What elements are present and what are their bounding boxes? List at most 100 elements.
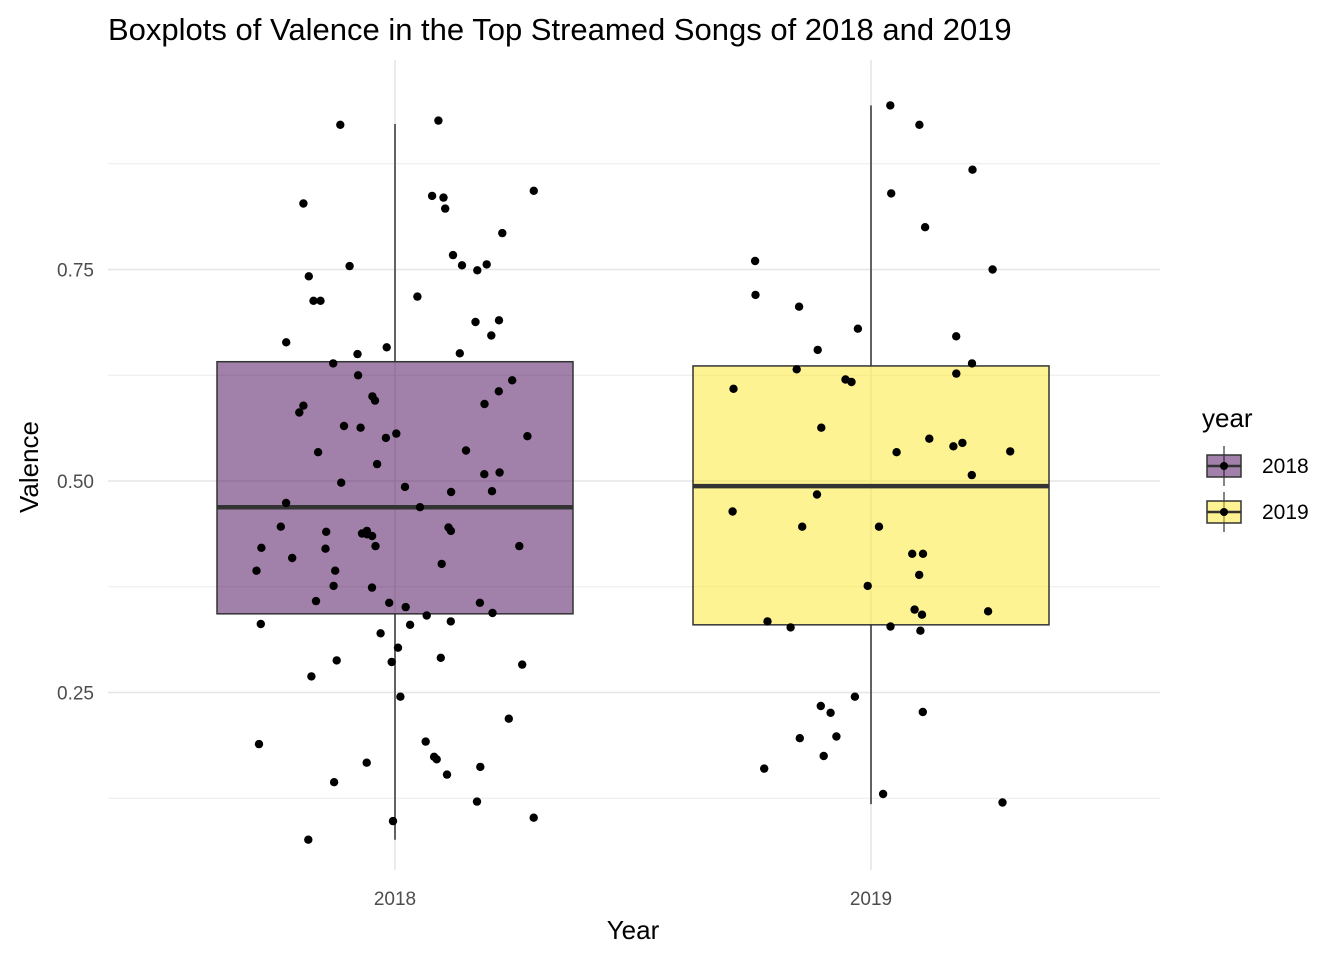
data-point [473,266,482,275]
data-point [750,256,760,266]
data-point [786,623,795,632]
data-point [792,365,801,374]
data-point [252,566,261,575]
data-point [494,387,503,396]
data-point [353,371,363,380]
data-point [472,797,482,806]
data-point [356,423,365,432]
data-point [967,359,977,368]
legend-title: year [1202,403,1253,433]
data-point [494,316,504,325]
data-point [427,191,437,201]
data-point [376,629,385,638]
data-point [304,272,313,281]
data-point [381,433,391,443]
data-point [362,758,371,767]
data-point [487,331,496,340]
data-point [916,626,925,635]
data-point [495,468,504,477]
data-point [304,835,313,844]
data-point [968,165,977,174]
data-point [276,522,285,531]
data-point [886,622,895,631]
data-point [988,265,997,274]
data-point [256,619,265,629]
data-point [850,692,860,701]
data-point [488,608,497,618]
x-tick-label: 2019 [850,889,892,910]
chart-title: Boxplots of Valence in the Top Streamed … [108,12,1012,47]
legend-key-point [1220,508,1228,516]
data-point [886,101,895,110]
data-point [400,482,410,492]
data-point [387,657,396,667]
data-point [393,643,403,652]
legend: year 2018 2019 [1202,403,1309,532]
data-point [299,199,308,208]
data-point [819,751,828,761]
data-point [345,261,354,271]
data-point [760,764,769,773]
data-point [405,620,415,629]
data-point [337,478,346,487]
data-point [441,204,450,213]
points [252,101,1015,844]
data-point [455,349,464,358]
data-point [794,302,804,311]
data-point [729,384,738,393]
data-point [422,611,431,620]
data-point [515,541,524,551]
data-point [998,798,1007,807]
data-point [372,459,382,469]
data-point [529,813,538,822]
data-point [367,583,377,592]
x-tick-labels: 2018 2019 [374,889,892,910]
legend-entry-2019: 2019 [1206,492,1309,532]
y-tick-label: 0.25 [57,684,94,705]
legend-label: 2019 [1262,501,1309,524]
data-point [816,701,825,711]
data-point [892,448,901,457]
data-point [461,446,471,455]
y-tick-labels: 0.25 0.50 0.75 [57,261,94,705]
data-point [918,707,927,717]
data-point [392,429,401,438]
data-point [313,448,323,457]
data-point [311,596,321,606]
data-point [812,490,822,499]
data-point [295,408,304,417]
data-point [396,692,405,701]
data-point [282,338,291,347]
data-point [925,434,934,443]
data-point [863,581,872,591]
data-point [413,292,422,301]
data-point [847,377,856,387]
data-point [508,376,517,385]
data-point [518,660,527,669]
data-point [434,116,443,125]
boxes [216,105,1050,840]
data-point [826,708,835,717]
data-point [299,401,308,410]
data-point [874,522,884,531]
data-point [728,507,737,516]
data-point [983,607,993,616]
data-point [254,739,264,749]
data-point [813,345,822,355]
data-point [388,816,398,826]
box-2019 [692,365,1050,626]
data-point [446,487,456,497]
data-point [385,598,394,607]
data-point [329,581,338,591]
data-point [915,120,924,129]
data-point [917,610,927,619]
data-point [288,553,297,563]
data-point [798,522,807,531]
data-point [329,778,339,787]
legend-label: 2018 [1262,455,1309,478]
data-point [442,770,452,779]
data-point [307,672,316,681]
data-point [958,438,967,448]
data-point [446,526,456,536]
